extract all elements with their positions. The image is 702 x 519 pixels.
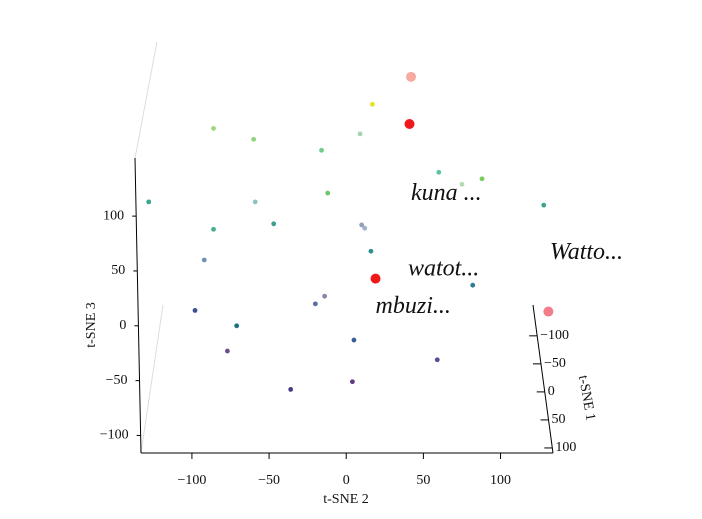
z-axis bbox=[532, 304, 554, 454]
highlight-point bbox=[404, 119, 415, 130]
point bbox=[271, 221, 277, 227]
annotation: watot... bbox=[408, 256, 479, 282]
point bbox=[325, 190, 331, 196]
annotation: mbuzi... bbox=[376, 293, 451, 319]
pane-edge bbox=[140, 304, 164, 454]
point bbox=[359, 222, 365, 228]
point bbox=[351, 337, 357, 343]
point bbox=[319, 147, 324, 153]
x-tick-label: 50 bbox=[416, 473, 430, 488]
point bbox=[252, 199, 258, 205]
point bbox=[312, 301, 318, 307]
z-axis-label: t-SNE 1 bbox=[575, 374, 598, 421]
point bbox=[370, 101, 375, 107]
z-tick-label: −50 bbox=[544, 356, 566, 371]
highlight-point bbox=[406, 71, 417, 82]
point bbox=[350, 379, 355, 385]
x-tick-label: 100 bbox=[490, 473, 511, 488]
point bbox=[357, 131, 363, 137]
y-tick-label: −50 bbox=[106, 373, 128, 388]
x-tick-label: −50 bbox=[258, 473, 280, 488]
point bbox=[470, 282, 476, 288]
annotation: kuna ... bbox=[411, 180, 482, 206]
y-axis bbox=[134, 157, 142, 454]
point bbox=[225, 348, 230, 354]
point bbox=[322, 293, 328, 299]
point bbox=[459, 181, 465, 187]
point bbox=[146, 199, 152, 205]
point bbox=[288, 386, 294, 392]
z-tick-label: 100 bbox=[555, 440, 576, 455]
highlight-point bbox=[543, 306, 554, 317]
point bbox=[234, 323, 240, 329]
point bbox=[436, 169, 442, 175]
point bbox=[362, 225, 368, 231]
x-tick-label: −100 bbox=[177, 473, 206, 488]
point bbox=[192, 308, 198, 313]
y-tick-label: 0 bbox=[119, 318, 126, 333]
x-tick-label: 0 bbox=[343, 473, 350, 488]
highlight-point bbox=[370, 273, 381, 284]
x-axis-label: t-SNE 2 bbox=[323, 492, 369, 507]
y-axis-label: t-SNE 3 bbox=[84, 302, 99, 348]
point bbox=[211, 125, 216, 131]
point bbox=[541, 202, 547, 208]
y-tick-label: 100 bbox=[103, 208, 124, 223]
y-tick-label: −100 bbox=[100, 428, 129, 443]
z-tick-label: −100 bbox=[540, 328, 569, 343]
point bbox=[211, 226, 216, 232]
pane-edge bbox=[134, 41, 158, 159]
point bbox=[201, 257, 207, 263]
z-tick-label: 0 bbox=[548, 384, 555, 399]
z-tick-label: 50 bbox=[552, 412, 566, 427]
point bbox=[251, 136, 257, 142]
point bbox=[368, 248, 374, 254]
point bbox=[434, 357, 440, 363]
point bbox=[479, 176, 485, 182]
annotation: Watto... bbox=[550, 239, 623, 265]
y-tick-label: 50 bbox=[111, 263, 125, 278]
